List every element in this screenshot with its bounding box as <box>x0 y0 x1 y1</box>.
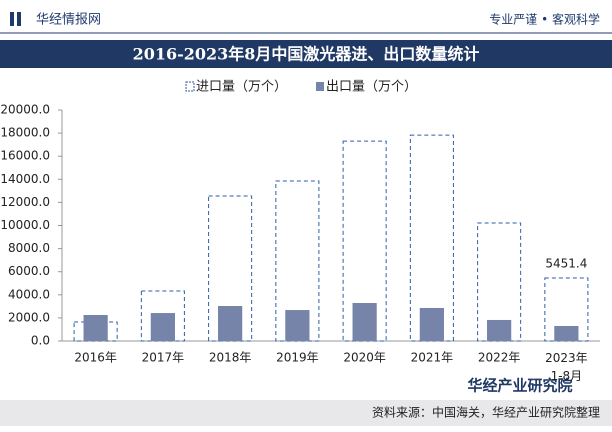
y-tick-label: 10000.0 <box>0 218 50 232</box>
y-tick-label: 20000.0 <box>0 103 50 117</box>
x-tick-label: 2021年 <box>411 351 454 365</box>
bar <box>83 315 108 341</box>
y-tick-label: 12000.0 <box>0 195 50 209</box>
y-tick-label: 6000.0 <box>8 264 50 278</box>
legend-label: 进口量（万个） <box>196 80 287 95</box>
chart-title: 2016-2023年8月中国激光器进、出口数量统计 <box>133 45 480 64</box>
y-tick-label: 14000.0 <box>0 172 50 186</box>
y-tick-label: 16000.0 <box>0 149 50 163</box>
bar <box>342 140 387 342</box>
brand-icon <box>17 12 21 26</box>
y-tick-label: 2000.0 <box>8 310 50 324</box>
bar <box>208 195 253 342</box>
x-tick-label: 2016年 <box>74 351 117 365</box>
data-label: 5451.4 <box>545 257 587 271</box>
x-tick-label: 2022年 <box>478 351 521 365</box>
brand: 华经情报网 <box>36 13 101 28</box>
slogan: 专业严谨 • 客观科学 <box>489 12 600 27</box>
brand-icon <box>10 12 14 26</box>
x-tick-label: 2017年 <box>142 351 185 365</box>
x-tick-label: 2018年 <box>209 351 252 365</box>
bar <box>409 134 454 342</box>
footer-bar <box>0 400 612 426</box>
bar <box>352 303 377 341</box>
title-bar <box>0 40 612 68</box>
y-tick-label: 0.0 <box>31 334 50 348</box>
x-tick-label: 2023年 1-8月 <box>545 351 588 383</box>
bar <box>554 325 579 341</box>
x-tick-label: 2020年 <box>343 351 386 365</box>
bar <box>150 313 175 341</box>
bar <box>419 307 444 341</box>
legend-swatch <box>185 81 195 92</box>
bar <box>487 319 512 341</box>
legend-swatch <box>316 82 324 91</box>
logo: 华经产业研究院 <box>467 377 572 395</box>
bar <box>218 306 243 341</box>
y-tick-label: 18000.0 <box>0 126 50 140</box>
y-tick-label: 8000.0 <box>8 241 50 255</box>
x-tick-label: 2019年 <box>276 351 319 365</box>
legend-label: 出口量（万个） <box>326 80 417 95</box>
bar <box>285 310 310 341</box>
source: 资料来源：中国海关，华经产业研究院整理 <box>372 405 600 420</box>
y-tick-label: 4000.0 <box>8 287 50 301</box>
